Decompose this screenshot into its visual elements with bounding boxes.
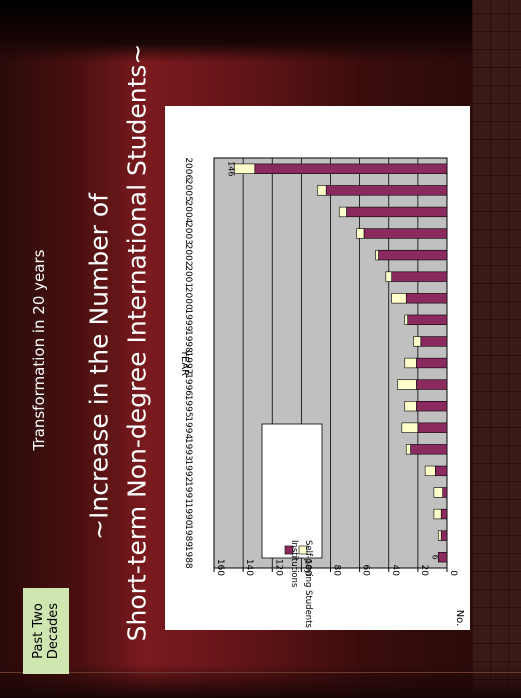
x-tick-label: 1997 (183, 352, 193, 375)
bar-self-paying (404, 314, 408, 325)
x-tick-label: 1990 (183, 503, 193, 526)
bar-self-paying (433, 508, 442, 520)
bar-self-paying (424, 465, 436, 477)
x-tick-label: 1988 (183, 546, 193, 569)
x-tick-label: 2001 (183, 265, 193, 288)
bar-institutions (416, 379, 448, 390)
x-tick-label: 1994 (183, 416, 193, 439)
x-tick-label: 2000 (183, 287, 193, 310)
x-tick-label: 1999 (183, 308, 193, 331)
bar-institutions (440, 530, 448, 541)
chart-container: 0 20 40 60 80 100 120 140 160 1988 1989 1990 1991 199… (165, 106, 470, 630)
bar-self-paying (437, 530, 442, 541)
title-line-2-text: Short-term Non-degree International Stud… (122, 43, 152, 642)
bar-self-paying (391, 293, 407, 304)
bar-institutions (363, 228, 448, 239)
y-tick-label: 20 (419, 565, 429, 577)
legend: Self-paying Students Institutions (261, 423, 323, 629)
bar-institutions (405, 293, 448, 304)
bar-self-paying (385, 271, 392, 282)
x-tick-label: 1996 (183, 373, 193, 396)
x-tick-label: 2004 (183, 200, 193, 223)
bar-self-paying (401, 422, 419, 433)
bar-institutions (407, 314, 448, 325)
bar-institutions (435, 465, 448, 477)
bar-self-paying (338, 206, 347, 218)
legend-swatch (298, 545, 308, 555)
bar-institutions (254, 163, 448, 174)
legend-label: Institutions (289, 540, 299, 588)
bar-self-paying (317, 185, 327, 196)
bar-institutions (346, 206, 448, 218)
x-tick-label: 1998 (183, 330, 193, 353)
x-tick-label: 2005 (183, 179, 193, 202)
bar-self-paying (404, 357, 417, 369)
x-tick-label: 2002 (183, 244, 193, 267)
legend-box (261, 423, 323, 559)
bar-institutions (325, 185, 448, 196)
y-axis-title: No. (454, 610, 465, 627)
section-badge: Past Two Decades (23, 588, 69, 674)
bar-institutions (442, 487, 448, 498)
y-tick-label: 120 (273, 559, 283, 576)
y-tick-label: 60 (361, 565, 371, 577)
y-tick-label: 40 (390, 565, 400, 577)
bar-self-paying (413, 336, 422, 347)
bar-institutions (378, 249, 448, 261)
right-decorative-band (472, 0, 521, 698)
y-tick-label: 140 (244, 559, 254, 576)
bar-self-paying (405, 444, 411, 455)
data-label: 146 (226, 161, 235, 176)
top-band (0, 0, 521, 62)
bar-institutions (410, 444, 448, 455)
y-tick-label: 0 (448, 570, 458, 576)
legend-label: Self-paying Students (303, 540, 313, 629)
x-tick-label: 2003 (183, 222, 193, 245)
bar-self-paying (397, 379, 417, 390)
section-badge-label: Past Two Decades (31, 602, 61, 660)
x-tick-label: 2006 (183, 157, 193, 180)
bar-self-paying (375, 249, 379, 261)
x-tick-label: 1991 (183, 481, 193, 504)
bar-institutions (437, 552, 448, 563)
x-tick-label: 1993 (183, 438, 193, 461)
y-tick-label: 160 (215, 559, 225, 576)
y-tick-label: 80 (332, 565, 342, 577)
bar-institutions (440, 508, 448, 520)
subtitle-text: Transformation in 20 years (30, 249, 48, 451)
legend-swatch (284, 545, 294, 555)
bar-institutions (420, 336, 448, 347)
bar-institutions (416, 357, 448, 369)
decorative-line (0, 672, 521, 673)
bar-self-paying (433, 487, 443, 498)
x-axis-title: YEAR (179, 349, 190, 376)
bar-institutions (391, 271, 448, 282)
data-label: 6 (430, 555, 439, 560)
x-tick-label: 1992 (183, 459, 193, 482)
bar-self-paying (404, 401, 417, 412)
bottom-band (0, 664, 521, 698)
x-tick-label: 1989 (183, 524, 193, 547)
x-tick-label: 1995 (183, 395, 193, 418)
y-tick-label: 100 (302, 559, 312, 576)
bar-self-paying (356, 228, 365, 239)
chart-svg: 0204060801001201401601988198919901991199… (179, 157, 465, 629)
bar-institutions (417, 422, 448, 433)
bar-institutions (416, 401, 448, 412)
bar-self-paying (234, 163, 256, 174)
title-line-1-text: ~Increase in the Number of (84, 193, 114, 540)
